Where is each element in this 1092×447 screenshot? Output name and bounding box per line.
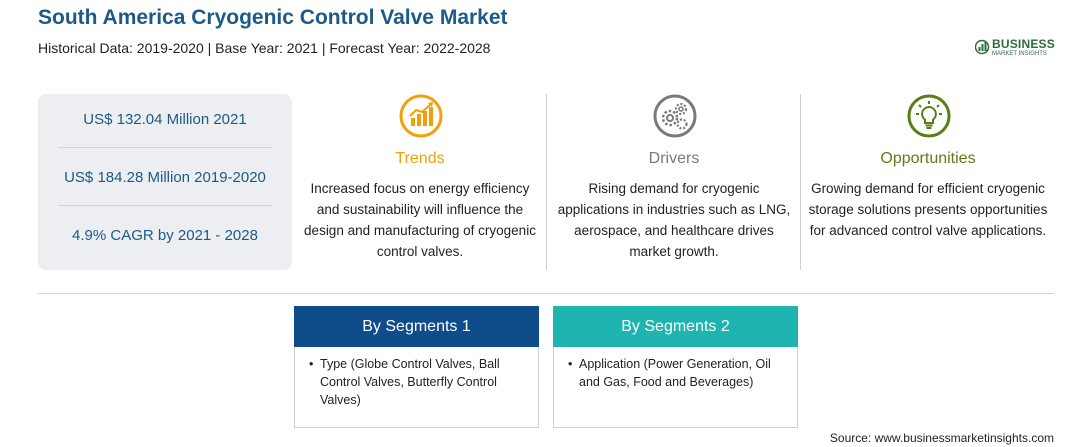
segment-2-item: • Application (Power Generation, Oil and… (568, 355, 782, 391)
drivers-title: Drivers (648, 150, 700, 167)
segment-1-item: • Type (Globe Control Valves, Ball Contr… (309, 355, 523, 409)
segment-2-text: Application (Power Generation, Oil and G… (579, 357, 771, 389)
chart-growth-icon (399, 94, 443, 138)
segment-1-text: Type (Globe Control Valves, Ball Control… (320, 357, 500, 407)
key-stats-panel: US$ 132.04 Million 2021 US$ 184.28 Milli… (38, 94, 292, 270)
bullet-icon: • (309, 357, 314, 371)
lightbulb-icon (907, 94, 951, 138)
segment-card-1: By Segments 1 • Type (Globe Control Valv… (294, 306, 539, 428)
segment-card-2: By Segments 2 • Application (Power Gener… (553, 306, 798, 428)
page-title: South America Cryogenic Control Valve Ma… (38, 6, 508, 29)
trends-title: Trends (395, 150, 445, 167)
column-divider (546, 94, 547, 270)
company-logo: BUSINESS MARKET INSIGHTS (975, 36, 1065, 62)
drivers-text: Rising demand for cryogenic applications… (557, 181, 791, 259)
logo-mark-icon (975, 39, 990, 55)
page-subtitle: Historical Data: 2019-2020 | Base Year: … (38, 40, 491, 56)
source-credit: Source: www.businessmarketinsights.com (829, 431, 1054, 445)
column-divider (800, 94, 801, 270)
gears-icon (653, 94, 697, 138)
segment-1-header: By Segments 1 (294, 306, 539, 347)
logo-brand-text: BUSINESS (992, 37, 1055, 51)
segment-2-header: By Segments 2 (553, 306, 798, 347)
section-divider (38, 293, 1054, 294)
logo-tagline: MARKET INSIGHTS (992, 51, 1047, 57)
opportunities-title: Opportunities (880, 150, 976, 167)
stat-cagr: 4.9% CAGR by 2021 - 2028 (72, 227, 258, 244)
trends-text: Increased focus on energy efficiency and… (304, 181, 536, 259)
bullet-icon: • (568, 357, 573, 371)
stat-market-size-historical: US$ 184.28 Million 2019-2020 (64, 169, 266, 186)
opportunities-text: Growing demand for efficient cryogenic s… (808, 181, 1048, 238)
stat-divider (58, 205, 272, 206)
stat-market-size-2021: US$ 132.04 Million 2021 (83, 111, 247, 128)
stat-divider (58, 147, 272, 148)
